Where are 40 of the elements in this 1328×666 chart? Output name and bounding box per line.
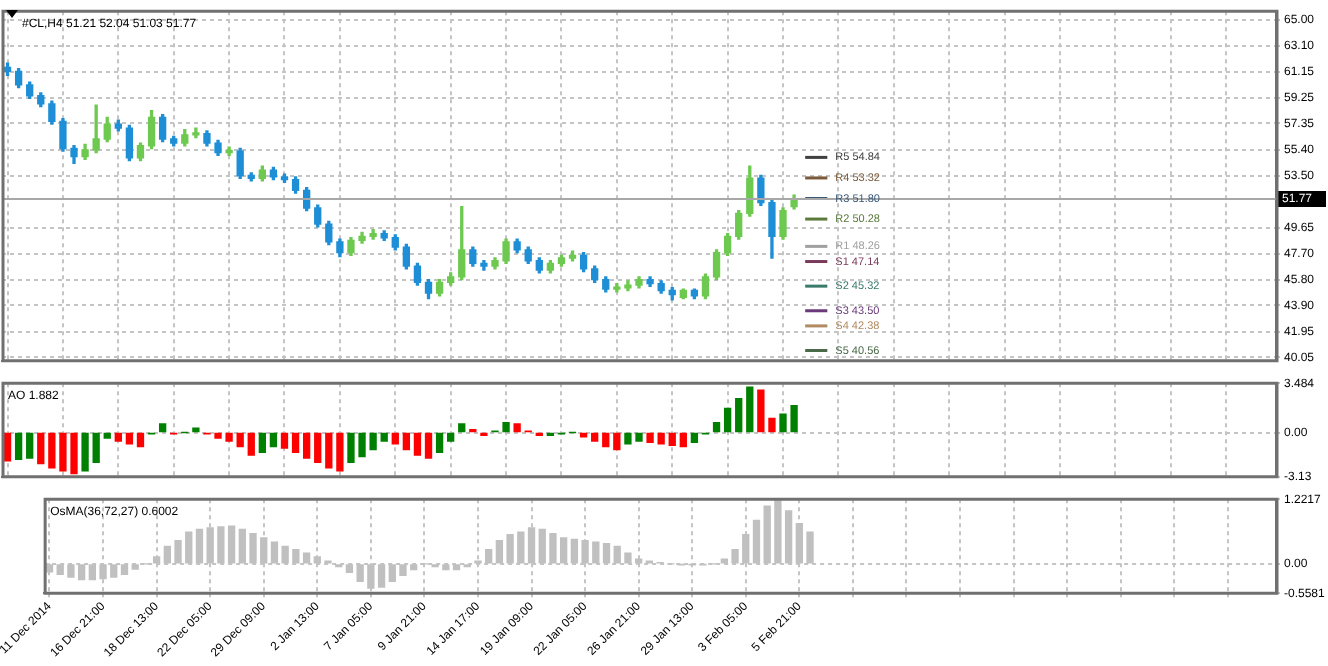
bar	[26, 432, 34, 459]
bar	[81, 432, 89, 472]
bar	[746, 386, 754, 433]
bar	[114, 432, 122, 442]
bar	[258, 432, 266, 453]
bar	[325, 432, 333, 469]
bar	[380, 432, 388, 442]
bar	[679, 432, 687, 448]
bar	[391, 432, 399, 445]
bar	[336, 432, 344, 472]
bar	[402, 432, 411, 451]
bar	[269, 432, 278, 448]
bar	[14, 432, 23, 461]
bar	[92, 432, 100, 463]
bar	[103, 432, 111, 439]
bar	[125, 432, 134, 445]
bar	[735, 397, 743, 433]
bar	[236, 432, 244, 448]
bar	[424, 432, 433, 459]
bar	[513, 423, 521, 433]
bar	[158, 423, 167, 433]
bar	[447, 432, 455, 442]
bar	[723, 407, 732, 433]
bar	[280, 432, 289, 449]
bar	[37, 432, 45, 465]
bar	[602, 432, 610, 448]
bar	[712, 421, 721, 433]
bar	[435, 432, 444, 453]
bar	[458, 423, 466, 433]
bar	[314, 432, 322, 463]
bar	[591, 432, 599, 442]
bar	[302, 432, 311, 459]
bar	[192, 427, 200, 433]
bar	[413, 432, 422, 456]
bar	[668, 432, 676, 446]
bar	[690, 432, 699, 444]
bar	[136, 432, 145, 448]
bar	[247, 432, 255, 456]
bar	[613, 432, 621, 451]
bar	[291, 432, 300, 453]
